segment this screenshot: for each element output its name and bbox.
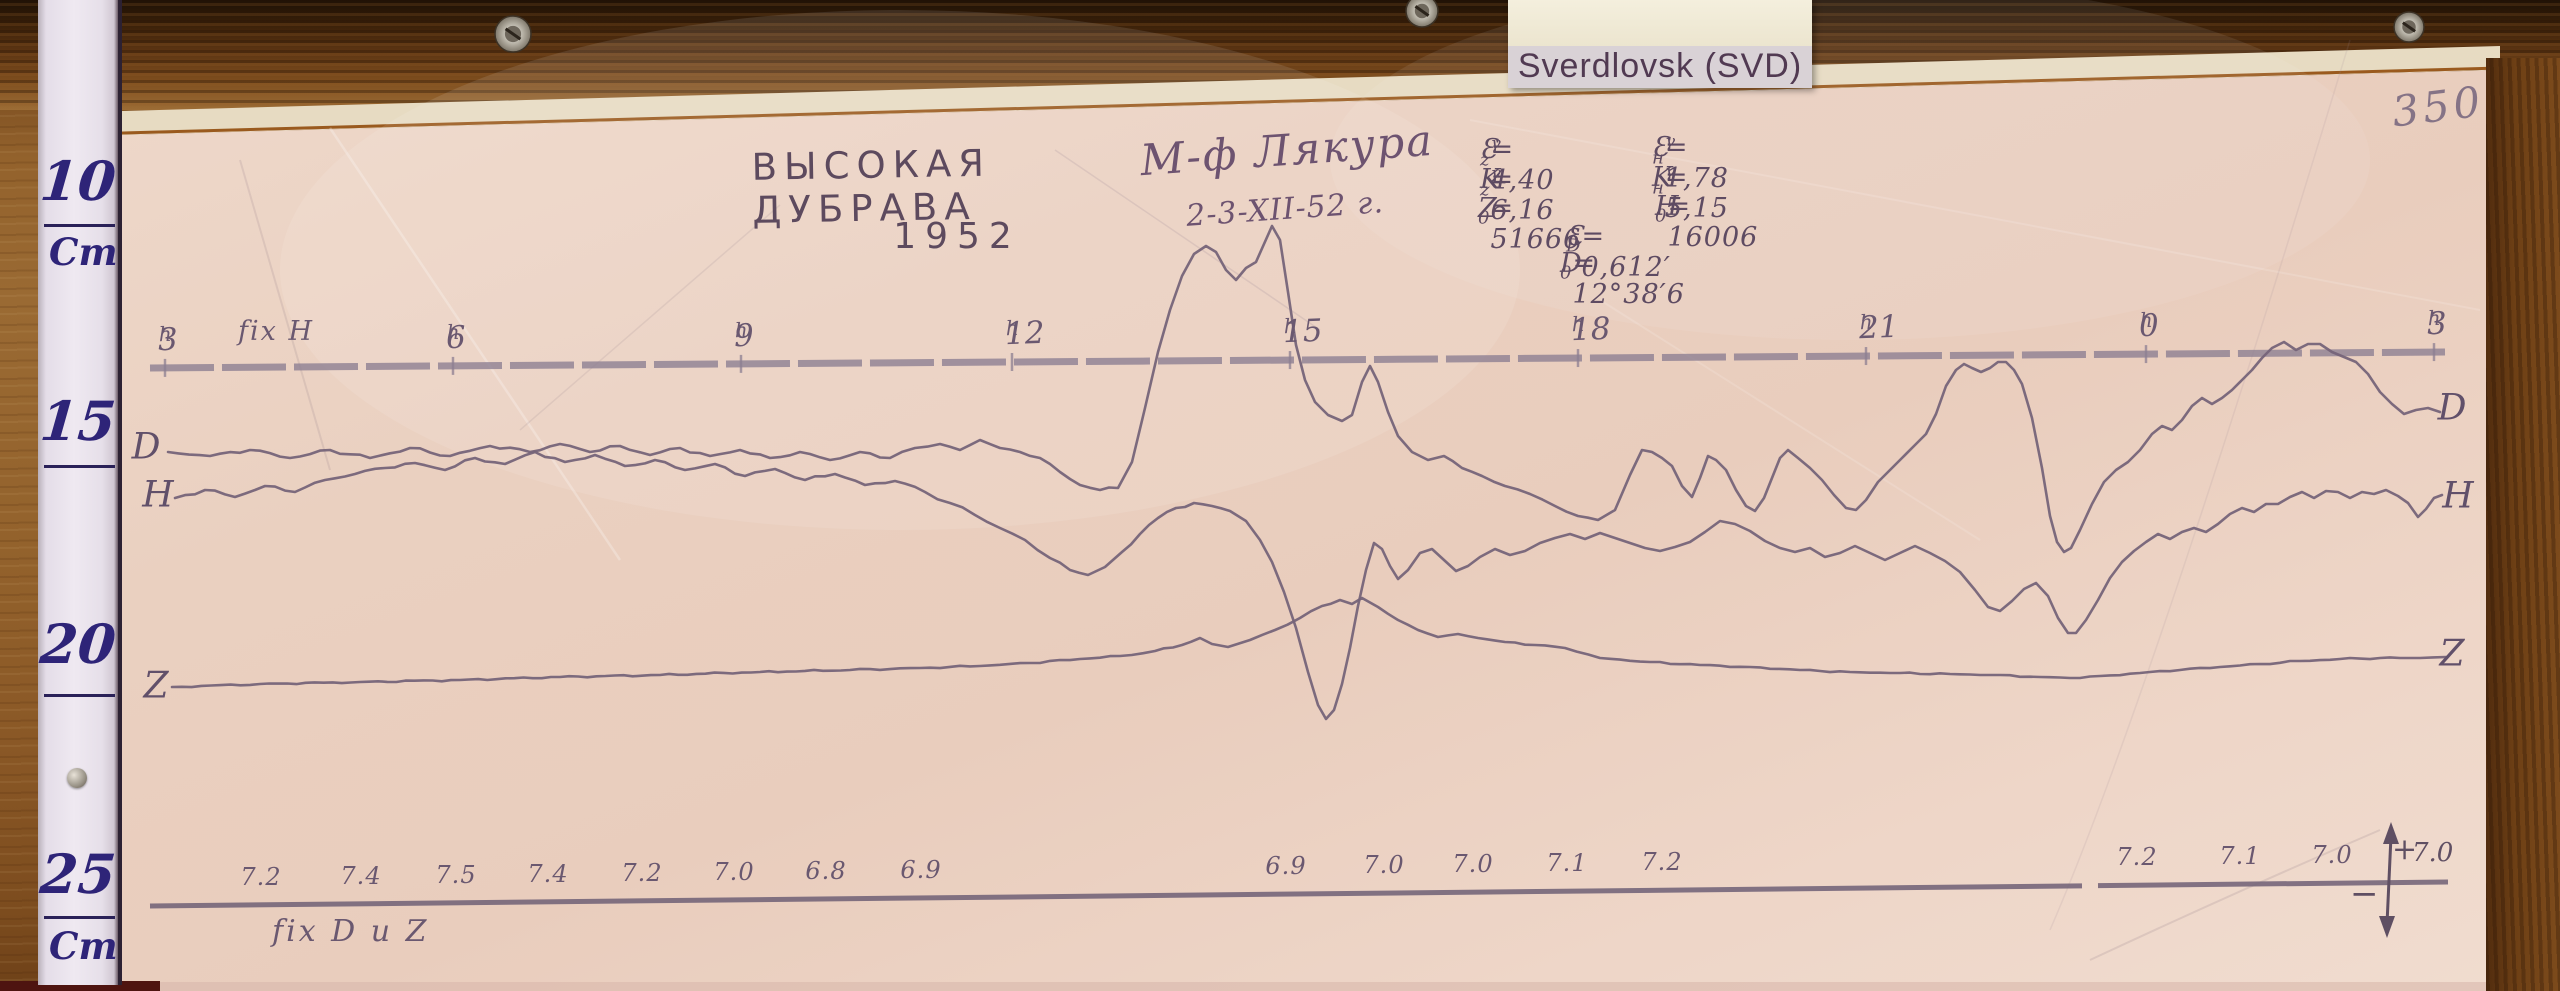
- station-label-text: Sverdlovsk (SVD): [1508, 46, 1812, 88]
- : 7.2: [621, 859, 663, 887]
- : 7.1: [1546, 849, 1588, 877]
- wood-right-edge: [2486, 58, 2560, 991]
- : D0 = 12°38′6: [1560, 248, 1685, 310]
- : ƐD = 0,612′: [1566, 221, 1671, 283]
- arrow-scale-value: 7.0: [2412, 838, 2454, 868]
- hour-axis-line: [149, 348, 2446, 372]
- : 7.2: [2116, 843, 2158, 871]
- screw-slot: [504, 27, 522, 41]
- : 7.4: [340, 862, 382, 890]
- runit: Cm: [49, 230, 118, 274]
- paper-bottom-shade: [122, 982, 2490, 991]
- paper-scratches: [239, 39, 2481, 961]
- : 12 h: [1004, 314, 1046, 353]
- : 6h: [445, 319, 467, 357]
- paper-sheen: [280, 10, 1520, 530]
- : 15 h: [1282, 312, 1324, 351]
- station-label-blank: [1508, 0, 1812, 46]
- : 3h: [2426, 305, 2448, 343]
- : 6.8: [805, 857, 847, 885]
- trace-label-right-H: H: [2442, 475, 2474, 517]
- : 21 h: [1858, 308, 1900, 347]
- trace-Z: [170, 596, 2448, 689]
- : 7.0: [713, 858, 755, 886]
- : H0 = 16006: [1655, 191, 1759, 253]
- : Ɛz = 4,40 γ: [1480, 134, 1555, 196]
- fix-h-label: fix H: [238, 316, 314, 347]
- : Kz = 6,16 γ: [1480, 164, 1555, 226]
- : 3h: [157, 321, 179, 359]
- screws-layer: [494, 0, 2425, 53]
- : Ɛн = 1,78 γ: [1652, 132, 1729, 194]
- year-label: 1952: [893, 216, 1021, 257]
- : 9h: [733, 317, 755, 355]
- trace-label-left-H: H: [142, 474, 174, 516]
- arrow-minus-sign: −: [2350, 874, 2379, 914]
- scale-arrow-shaft: [2385, 835, 2393, 925]
- scale-arrow-layer: [2379, 822, 2399, 938]
- : 6.9: [1265, 852, 1307, 880]
- screw-slot: [2401, 21, 2417, 33]
- station-label: Sverdlovsk (SVD): [1508, 0, 1812, 88]
- trace-label-right-D: D: [2437, 387, 2467, 429]
- runit: Cm: [49, 924, 118, 968]
- rdiv: [44, 465, 115, 468]
- rscrew: [67, 768, 87, 788]
- baseline-rule: [149, 883, 2083, 909]
- scale-arrow-head-up: [2383, 822, 2399, 844]
- fix-dz-label: fix D и Z: [272, 914, 430, 949]
- traces-layer: [166, 224, 2448, 721]
- : 7.2: [240, 863, 282, 891]
- paper-top-seam: [85, 66, 2501, 136]
- rdiv: [44, 916, 115, 919]
- : 7.2: [1641, 848, 1683, 876]
- arrow-plus-sign: +: [2392, 832, 2418, 867]
- : 7.4: [527, 860, 569, 888]
- trace-label-right-Z: Z: [2439, 633, 2465, 675]
- scale-arrow-head-down: [2379, 916, 2395, 938]
- rnum: 20: [37, 612, 119, 676]
- : 7.0: [2311, 841, 2353, 869]
- : 6.9: [900, 856, 942, 884]
- : 7.0: [1452, 850, 1494, 878]
- : 7.1: [2219, 842, 2261, 870]
- trace-label-left-Z: Z: [143, 665, 169, 707]
- rdiv: [44, 694, 115, 697]
- ruler: 10 Cm 15 20 25 Cm: [38, 0, 122, 985]
- paper-sheet: [86, 70, 2500, 991]
- : 7.5: [435, 861, 477, 889]
- rnum: 15: [37, 389, 119, 453]
- trace-H: [173, 450, 2444, 721]
- trace-label-left-D: D: [131, 426, 161, 468]
- backing-paper-edge: [86, 46, 2500, 136]
- rnum: 10: [37, 149, 119, 213]
- rdiv: [44, 224, 115, 227]
- : 18 h: [1570, 310, 1612, 349]
- rnum: 25: [37, 842, 119, 906]
- screw-slot: [1414, 5, 1430, 17]
- : 0h: [2138, 307, 2160, 345]
- : Z0 = 51666: [1478, 193, 1582, 255]
- : Kн = 5,15 γ: [1652, 162, 1729, 224]
- : 7.0: [1363, 851, 1405, 879]
- wood-bottom-shadow: [0, 981, 160, 991]
